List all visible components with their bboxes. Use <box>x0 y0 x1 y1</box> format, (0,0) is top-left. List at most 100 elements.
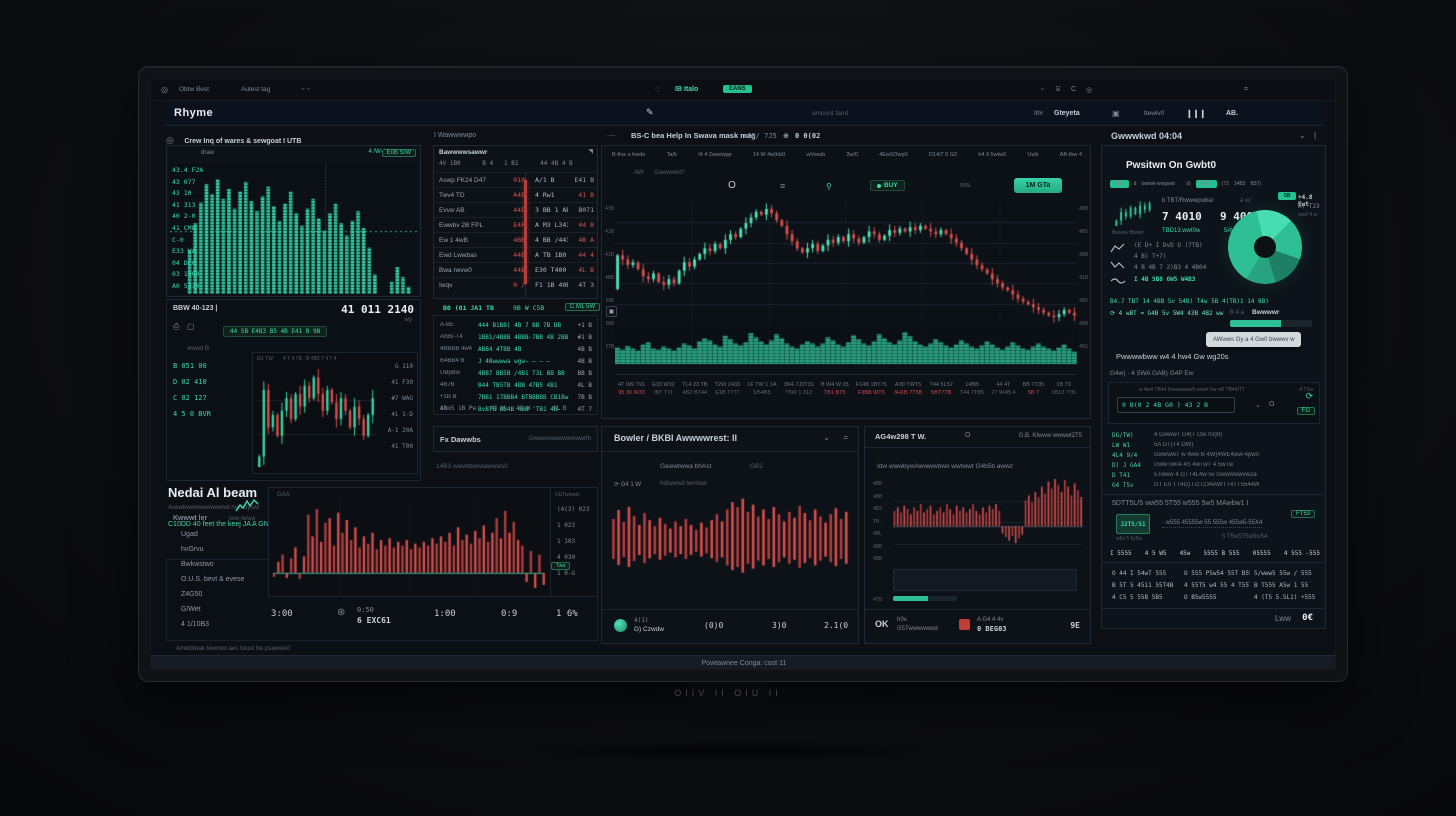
window-icon-1[interactable]: ▫ <box>1041 86 1044 93</box>
toolbar-item[interactable]: 14 W 4w0rb0 <box>752 152 786 158</box>
mini-badge[interactable]: . <box>1179 181 1182 187</box>
chevron-down-icon[interactable]: ⌄ <box>823 433 830 442</box>
globe-icon[interactable]: ⊛ <box>337 607 346 618</box>
mini-badge[interactable]: (73 <box>1221 181 1229 187</box>
mini-badge[interactable]: d <box>1133 181 1137 187</box>
detail-row[interactable]: DG/TW) 4 GwwwT G4(T Ow /G(B) <box>1112 430 1318 440</box>
insight-link[interactable]: C10DD 40 feet the keej JA A GN43R <box>168 521 282 528</box>
watchlist-row[interactable]: Ew 1 4wB 4BB 4 BB /443 4B A <box>434 232 599 247</box>
detail-row[interactable]: G4 T5v GT E5 TT4G) I DT234AWTT4TT5544W <box>1112 480 1318 490</box>
sidebar-item[interactable]: Z4G50 <box>181 591 203 598</box>
pnl-badge[interactable]: FT53 <box>1290 510 1315 518</box>
sidebar-item[interactable]: Ugad <box>181 531 198 538</box>
pen-icon[interactable]: ✎ <box>646 107 654 117</box>
link-icon[interactable]: ⚲ <box>826 182 832 191</box>
window-icon-4[interactable]: ◎ <box>1086 87 1093 94</box>
corner-badge[interactable]: E0B S/W <box>381 149 416 157</box>
stats-row[interactable]: UBpBw 4BB7 BB5B /4B1 T3L BB BB BB B <box>436 367 596 379</box>
chevron-icon[interactable]: ⌄ <box>1299 131 1306 140</box>
appbar-item[interactable]: ttewlv0 <box>1144 110 1165 117</box>
circle-tool-icon[interactable]: O <box>728 180 736 191</box>
grid-icon[interactable]: ⌗ <box>1244 86 1248 93</box>
totals-badge[interactable]: C M1 5W <box>565 303 601 311</box>
corner-triangle-icon[interactable]: ◥ <box>588 149 593 155</box>
appbar-item[interactable]: Itf# <box>1034 110 1044 117</box>
stats-row[interactable]: +1B B 7BB1 17BBB4 BTBBBBB CB1Bw 7B B <box>436 391 596 403</box>
mini-badge[interactable]: 14B3 <box>1233 181 1246 187</box>
circle-icon[interactable]: O <box>965 432 971 439</box>
session-pill[interactable]: 44 5B E4B3 B5 4B E41 B 9B <box>223 326 328 337</box>
printer-icon[interactable]: ⎙ <box>173 322 180 331</box>
menu-item[interactable]: Obtw Best <box>179 86 209 93</box>
watchlist-row[interactable]: Bwa rwvw0 44B E30 T400 4L B <box>434 262 599 277</box>
app-logo[interactable]: Rhyme <box>174 107 214 119</box>
sidebar-item[interactable]: O.U.S. bevt & evese <box>181 576 245 583</box>
fx-header-panel[interactable]: Fx Dawwbs Gwwwswwwwwwwwrth <box>433 426 598 452</box>
menu-item[interactable]: + + <box>301 86 311 93</box>
sidebar-item[interactable]: 4 1/10B3 <box>181 621 210 628</box>
menu-icon[interactable]: = <box>843 433 848 442</box>
note-input[interactable] <box>893 569 1077 591</box>
appbar-item[interactable]: AB. <box>1226 110 1239 117</box>
watchlist-row[interactable]: Twv4 TD A4E 4 Rw1 41 B <box>434 187 599 202</box>
stats-row[interactable]: 4B7B B44 TB5TB 4BB 47B5 4B1 4L B <box>436 379 596 391</box>
apps-grid-icon[interactable]: ▣ <box>1112 109 1120 118</box>
toolbar-item[interactable]: AB-thw 4 <box>1059 152 1082 158</box>
recycle-icon[interactable]: ⟳ <box>1305 391 1313 401</box>
stats-row[interactable]: 12w BvBTB BB4B 4BB 'TB1 4B- 4T 7 <box>436 403 596 415</box>
loop-icon[interactable]: ◌ <box>655 84 661 94</box>
watchlist-row[interactable]: Aswp FK24 D47 010 A/1 B E41 B <box>434 172 599 187</box>
sub-item[interactable]: Gawwwwt? <box>654 170 685 176</box>
toolbar-item[interactable]: h4 9 5wtw0 <box>978 152 1007 158</box>
pin-icon[interactable]: ◎ <box>161 85 168 94</box>
stats-row[interactable]: 4BBBB 4w4 ABB4 4TBB 4B 4B B <box>436 343 596 355</box>
ticker-box[interactable]: J2T5/51 <box>1116 514 1150 534</box>
tool-box-icon[interactable]: ▣ <box>606 306 617 317</box>
pair-controls[interactable]: ⟳ G4 1 W <box>614 482 642 488</box>
toolbar-item[interactable]: D14/7 0 G2 <box>928 152 958 158</box>
toolbar-item[interactable]: Ta/b <box>666 152 677 158</box>
menu-item[interactable]: Autest tag <box>241 86 271 93</box>
columns-icon[interactable]: ❙❙❙ <box>1186 109 1207 118</box>
window-icon-3[interactable]: C <box>1071 86 1077 93</box>
sidebar-item[interactable]: hvGrvu <box>181 546 204 553</box>
toolbar-item[interactable]: Uwb <box>1027 152 1039 158</box>
copy-icon[interactable]: ▢ <box>187 322 195 331</box>
watchlist-row[interactable]: Ewd Lwwbas 44B A TB 1B0 44 4 <box>434 247 599 262</box>
mini-badge[interactable]: B37) <box>1250 181 1262 187</box>
detail-row[interactable]: 4L4 9/4 GwwwwT w 4ww B 4W)4WE4ww-4pw0 <box>1112 450 1318 460</box>
sidebar-item[interactable]: G/Wet <box>181 606 201 613</box>
toolbar-item[interactable]: B-thw a hwde <box>612 152 646 158</box>
detail-row[interactable]: LW W1 5A DT)T4 DW) <box>1112 440 1318 450</box>
layers-icon[interactable]: ≡ <box>780 181 786 191</box>
chevron-down-icon[interactable]: ⌄ <box>1255 402 1261 409</box>
detail-row[interactable]: D) J GA4 GwwTw04 4S 4wTwT 4 5wTw <box>1112 460 1318 470</box>
dot-icon[interactable]: O <box>1269 401 1275 408</box>
watchlist-row[interactable]: Iwqv 0 / F1 1B 40B 4T 3 <box>434 277 599 292</box>
mini-badge[interactable]: EE <box>1110 180 1129 188</box>
progress-track[interactable] <box>1230 320 1312 327</box>
toolbar-item[interactable]: I4 4 2ww/wpp <box>698 152 732 158</box>
toolbar-item[interactable]: 4Ew0/3wp0 <box>879 152 908 158</box>
amount-input[interactable]: 0 B(0 2 4B G0 ) 43 2 B <box>1117 397 1235 413</box>
sub-item[interactable]: AW <box>634 170 644 176</box>
sidebar-item[interactable]: Bwkwstwo <box>181 561 214 568</box>
fg-badge[interactable]: FG <box>1296 407 1315 415</box>
appbar-item[interactable]: Gteyeta <box>1054 110 1080 117</box>
toolbar-item[interactable]: wVwwb <box>806 152 826 158</box>
detail-row[interactable]: D T41 5Twww 4 GTT4L4w 5v Gwwwwwvw2a <box>1112 470 1318 480</box>
mini-badge[interactable]: d) <box>1186 181 1191 187</box>
stats-row[interactable]: A-BE 444 B1BB) 4B 7 BB 7B BB +1 B <box>436 319 596 331</box>
chart-range[interactable]: r09/ 7J5 <box>743 132 777 140</box>
order-type-button[interactable]: 1M GTa <box>1014 178 1062 193</box>
stats-row[interactable]: B4BB4 B J 4Bwwwwa wgw— — – — 4B B <box>436 355 596 367</box>
mini-badge[interactable]: tawwk-wwgwat <box>1141 181 1175 187</box>
mini-badge[interactable]: E07 <box>1195 180 1217 188</box>
watchlist-row[interactable]: Evvw AB 44E 3 BB 1 AB B071 <box>434 202 599 217</box>
buy-pill[interactable]: BUY <box>870 180 905 191</box>
holding-link1[interactable]: TBD13.wwt0w <box>1162 228 1201 234</box>
more-menu[interactable]: ww. <box>960 182 972 189</box>
live-badge[interactable]: EANS <box>723 85 752 93</box>
watchlist-row[interactable]: Ewwbv 2B FPL E4F A M3 L343 44 B <box>434 217 599 232</box>
stats-row[interactable]: ABB/-T4 1BB1/4BBB 4BBB-7BB 4B 2BB #1 B <box>436 331 596 343</box>
